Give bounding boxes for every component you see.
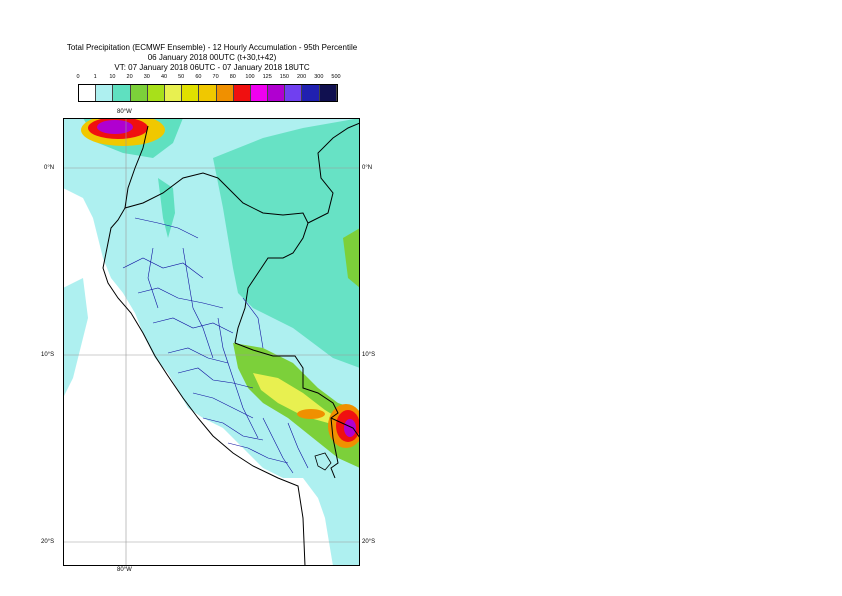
legend-swatch-11 [268, 85, 286, 101]
legend-label-1: 1 [93, 74, 97, 80]
legend-label-7: 60 [195, 74, 202, 80]
color-legend: 0 1 10 20 30 40 50 60 70 80 100 125 150 200 300 500 [76, 74, 358, 102]
regional-borders [122, 217, 309, 474]
legend-bar [78, 84, 338, 102]
legend-label-9: 80 [229, 74, 236, 80]
legend-label-14: 300 [314, 74, 324, 80]
lat-label-0-left: 0°N [44, 165, 55, 171]
legend-swatch-6 [182, 85, 200, 101]
lake-titicaca [314, 452, 332, 471]
legend-swatch-0 [79, 85, 97, 101]
lat-label-20s-left: 20°S [41, 539, 55, 545]
legend-swatch-12 [285, 85, 303, 101]
legend-swatch-2 [113, 85, 131, 101]
lat-label-0-right: 0°N [362, 165, 373, 171]
legend-label-13: 200 [297, 74, 307, 80]
legend-label-6: 50 [178, 74, 185, 80]
legend-labels: 0 1 10 20 30 40 50 60 70 80 100 125 150 200 300 500 [76, 74, 358, 83]
legend-swatch-3 [130, 85, 148, 101]
legend-label-2: 10 [109, 74, 116, 80]
legend-label-4: 30 [143, 74, 150, 80]
lat-label-10s-right: 10°S [362, 352, 376, 358]
legend-swatch-9 [233, 85, 251, 101]
legend-label-15: 500 [331, 74, 341, 80]
legend-label-5: 40 [160, 74, 168, 80]
lat-label-10s-left: 10°S [41, 352, 55, 358]
legend-swatch-10 [250, 85, 269, 101]
lon-label-top: 80°W [117, 109, 132, 115]
legend-label-0: 0 [76, 74, 80, 80]
map-frame [63, 118, 360, 566]
lat-label-20s-right: 20°S [362, 539, 376, 545]
legend-label-3: 20 [126, 74, 133, 80]
country-border-brazil-peru [234, 342, 339, 479]
precip-green-east [343, 228, 360, 288]
precipitation-map [63, 118, 360, 566]
lon-label-bottom: 80°W [117, 567, 132, 573]
country-border-ecuador [124, 172, 219, 209]
country-border-brazil-north [307, 122, 360, 224]
map-valid-time: VT: 07 January 2018 06UTC - 07 January 2… [114, 63, 310, 72]
precip-hotspot-mid-orange [297, 409, 325, 419]
precip-hotspot-north-magenta [97, 120, 133, 134]
legend-label-10: 100 [245, 74, 255, 80]
legend-swatch-14 [319, 85, 337, 101]
legend-swatch-7 [199, 85, 217, 101]
map-run-time: 06 January 2018 00UTC (t+30,t+42) [147, 53, 277, 62]
country-border-bolivia [330, 417, 360, 439]
legend-label-8: 70 [212, 74, 219, 80]
legend-swatch-8 [216, 85, 234, 101]
legend-label-12: 150 [279, 74, 289, 80]
precip-hotspot-se-magenta [344, 419, 356, 437]
map-title: Total Precipitation (ECMWF Ensemble) - 1… [66, 43, 358, 52]
precip-light-offshore [63, 278, 88, 398]
legend-swatch-1 [96, 85, 114, 101]
legend-swatch-4 [147, 85, 165, 101]
legend-swatch-13 [302, 85, 320, 101]
legend-swatch-5 [164, 85, 183, 101]
country-border-colombia [217, 177, 309, 344]
legend-label-11: 125 [262, 74, 272, 80]
